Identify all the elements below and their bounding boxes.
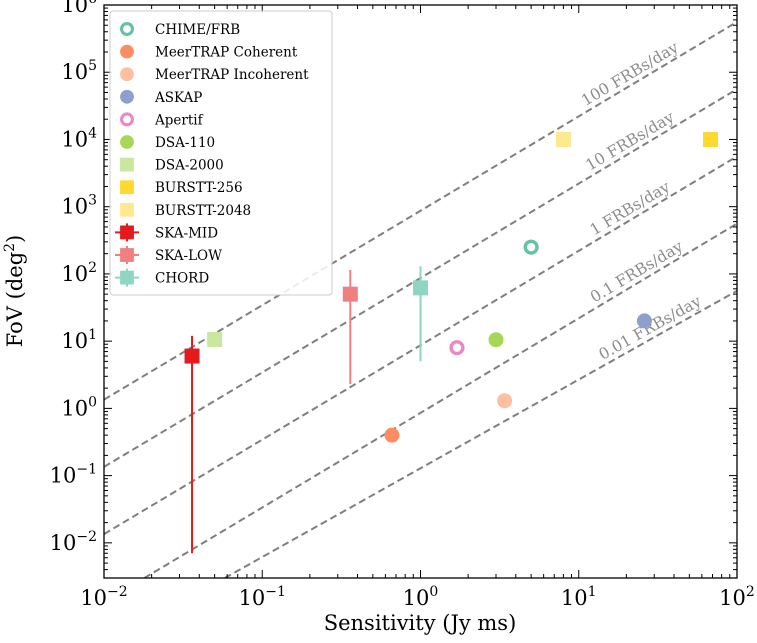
legend-marker-apertif: [120, 112, 134, 127]
legend-marker-askap: [120, 89, 134, 104]
legend-label-chime-frb: CHIME/FRB: [155, 22, 240, 38]
legend-label-meertrap-coherent: MeerTRAP Coherent: [155, 45, 298, 61]
legend-marker-ska-low: [120, 248, 134, 262]
x-tick-label: 100: [403, 584, 439, 610]
data-point-chime-frb: [523, 239, 539, 255]
legend-label-dsa-2000: DSA-2000: [155, 158, 224, 174]
legend-label-ska-mid: SKA-MID: [155, 225, 218, 241]
legend-label-chord: CHORD: [155, 271, 209, 287]
y-tick-label: 102: [61, 260, 97, 286]
legend-marker-burstt-2048: [120, 202, 134, 217]
x-tick-label: 10−2: [80, 584, 127, 610]
legend-label-meertrap-incoherent: MeerTRAP Incoherent: [155, 67, 309, 83]
data-point-apertif: [449, 340, 465, 356]
reference-line-0-1-frbs-day: [143, 222, 737, 578]
legend-marker-burstt-256: [120, 180, 134, 195]
data-point-dsa-2000: [207, 331, 223, 347]
reference-line-label: 10 FRBs/day: [583, 108, 678, 175]
y-axis-title: FoV (deg2): [2, 235, 27, 348]
data-point-chord: [413, 280, 428, 296]
x-tick-label: 10−1: [239, 584, 286, 610]
y-tick-label: 104: [61, 125, 97, 151]
legend-marker-meertrap-incoherent: [120, 67, 134, 82]
data-point-dsa-110: [488, 332, 504, 348]
y-tick-label: 106: [61, 0, 97, 17]
y-tick-label: 103: [61, 193, 97, 219]
data-point-askap: [636, 313, 652, 329]
x-tick-label: 102: [719, 584, 755, 610]
reference-line-label: 0.01 FRBs/day: [596, 292, 705, 364]
legend-marker-chord: [120, 270, 134, 285]
data-point-meertrap-incoherent: [497, 393, 513, 409]
y-tick-label: 100: [61, 394, 97, 420]
y-tick-label: 10−2: [50, 529, 97, 555]
legend-marker-ska-mid: [120, 225, 134, 240]
data-point-ska-low: [342, 286, 358, 302]
legend-marker-meertrap-coherent: [120, 44, 134, 59]
y-tick-label: 105: [61, 58, 97, 84]
data-point-meertrap-coherent: [384, 427, 400, 443]
legend-label-askap: ASKAP: [154, 90, 202, 106]
legend-label-ska-low: SKA-LOW: [155, 248, 222, 264]
x-axis-title: Sensitivity (Jy ms): [324, 611, 517, 635]
legend-marker-dsa-2000: [120, 157, 134, 172]
reference-line-label: 100 FRBs/day: [578, 38, 681, 110]
y-tick-label: 101: [61, 327, 97, 353]
reference-line-label: 0.1 FRBs/day: [587, 237, 686, 306]
data-point-burstt-2048: [555, 131, 571, 147]
legend-label-dsa-110: DSA-110: [155, 135, 215, 151]
legend-marker-chime-frb: [120, 22, 134, 36]
x-tick-label: 101: [561, 584, 597, 610]
data-point-ska-mid: [184, 348, 200, 364]
legend-box: [109, 10, 333, 296]
legend: CHIME/FRB MeerTRAP Coherent MeerTRAP Incoh…: [109, 10, 333, 296]
data-point-burstt-256: [702, 131, 718, 147]
legend-label-apertif: Apertif: [154, 112, 204, 128]
y-tick-label: 10−1: [50, 462, 97, 488]
reference-line-0-01-frbs-day: [224, 289, 737, 578]
legend-label-burstt-2048: BURSTT-2048: [155, 203, 251, 219]
legend-marker-dsa-110: [120, 135, 134, 149]
reference-line-label: 1 FRBs/day: [587, 178, 673, 240]
legend-label-burstt-256: BURSTT-256: [155, 180, 243, 196]
